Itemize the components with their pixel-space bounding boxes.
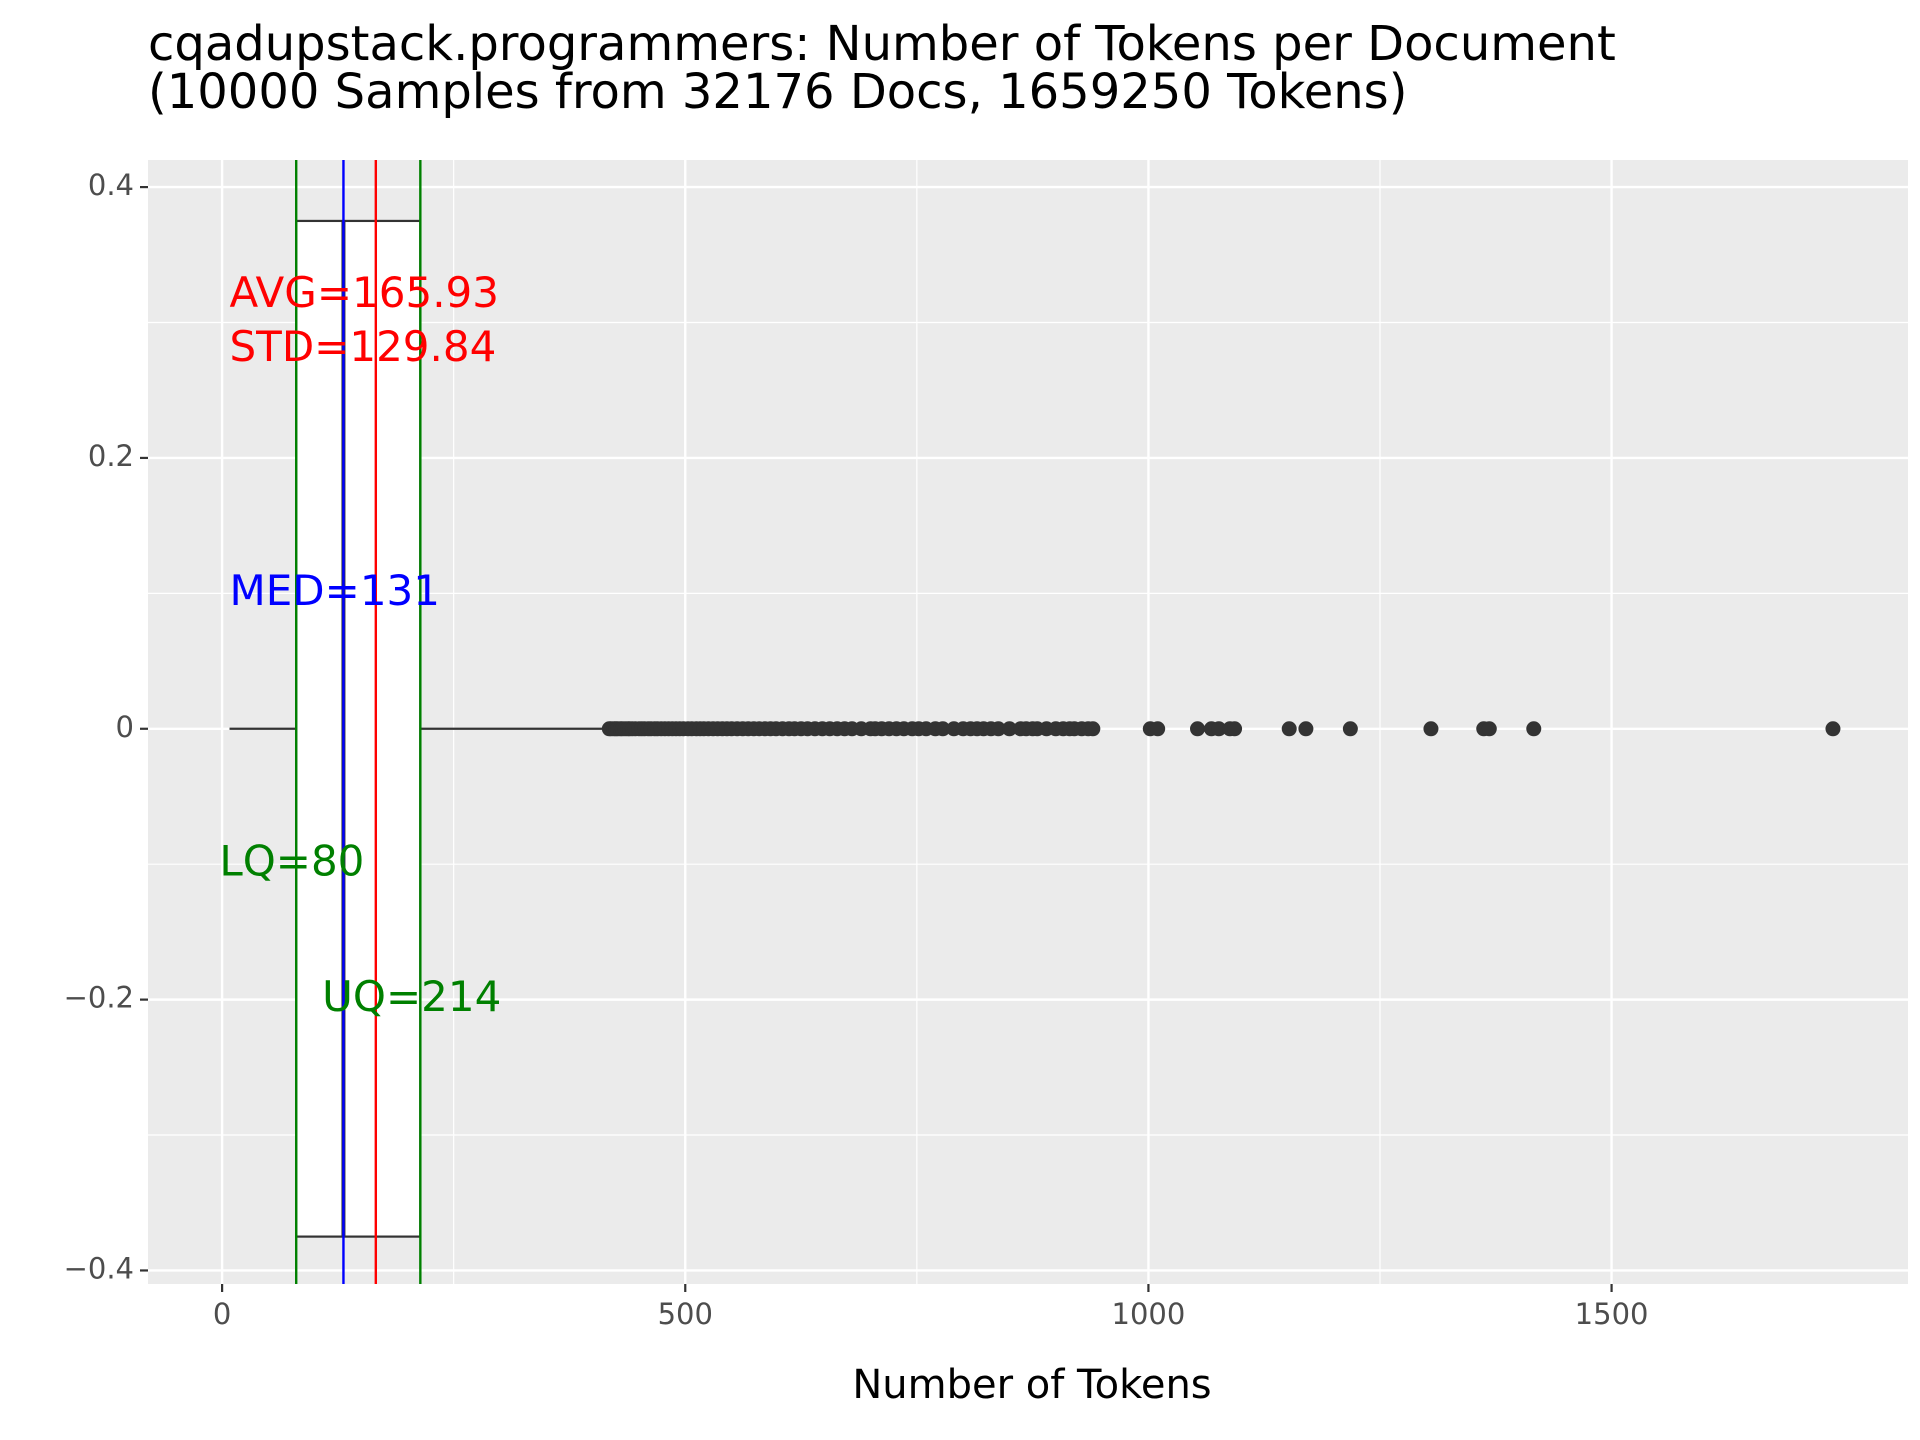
annotation-label: AVG=165.93	[230, 268, 499, 317]
x-axis-title: Number of Tokens	[852, 1362, 1211, 1408]
outlier-point	[1526, 721, 1542, 737]
outlier-point	[1211, 721, 1227, 737]
axes: 0 500 1000 1500 −0.4 −0.2 0 0.2 0.4	[64, 168, 1649, 1331]
chart-subtitle: (10000 Samples from 32176 Docs, 1659250 …	[148, 64, 1407, 120]
outlier-point	[935, 721, 951, 737]
annotation-label: UQ=214	[322, 972, 501, 1021]
outlier-point	[1481, 721, 1497, 737]
chart-title: cqadupstack.programmers: Number of Token…	[148, 16, 1616, 72]
y-tick-label: −0.4	[64, 1251, 134, 1285]
annotations: AVG=165.93 STD=129.84 MED=131 LQ=80 UQ=214	[219, 268, 501, 1021]
outlier-point	[1281, 721, 1297, 737]
y-tick-label: −0.2	[64, 981, 134, 1015]
minor-gridlines	[148, 160, 1908, 1284]
outlier-point	[1825, 721, 1841, 737]
x-tick-label: 500	[658, 1297, 713, 1331]
annotation-label: STD=129.84	[230, 322, 497, 371]
outlier-point	[1190, 721, 1206, 737]
major-gridlines	[148, 160, 1908, 1284]
outlier-point	[1423, 721, 1439, 737]
outlier-points	[601, 721, 1841, 737]
outlier-point	[1001, 721, 1017, 737]
outlier-point	[990, 721, 1006, 737]
outlier-point	[1085, 721, 1101, 737]
x-tick-label: 1000	[1112, 1297, 1186, 1331]
outlier-point	[1342, 721, 1358, 737]
y-tick-label: 0.4	[88, 168, 134, 202]
annotation-label: LQ=80	[219, 837, 364, 886]
y-tick-label: 0.2	[88, 439, 134, 473]
box-body	[295, 219, 422, 1238]
outlier-point	[1227, 721, 1243, 737]
outlier-point	[1150, 721, 1166, 737]
annotation-label: MED=131	[230, 566, 440, 615]
x-tick-label: 1500	[1575, 1297, 1649, 1331]
y-tick-label: 0	[116, 710, 134, 744]
outlier-point	[1298, 721, 1314, 737]
reference-lines	[295, 160, 422, 1284]
x-tick-label: 0	[213, 1297, 231, 1331]
